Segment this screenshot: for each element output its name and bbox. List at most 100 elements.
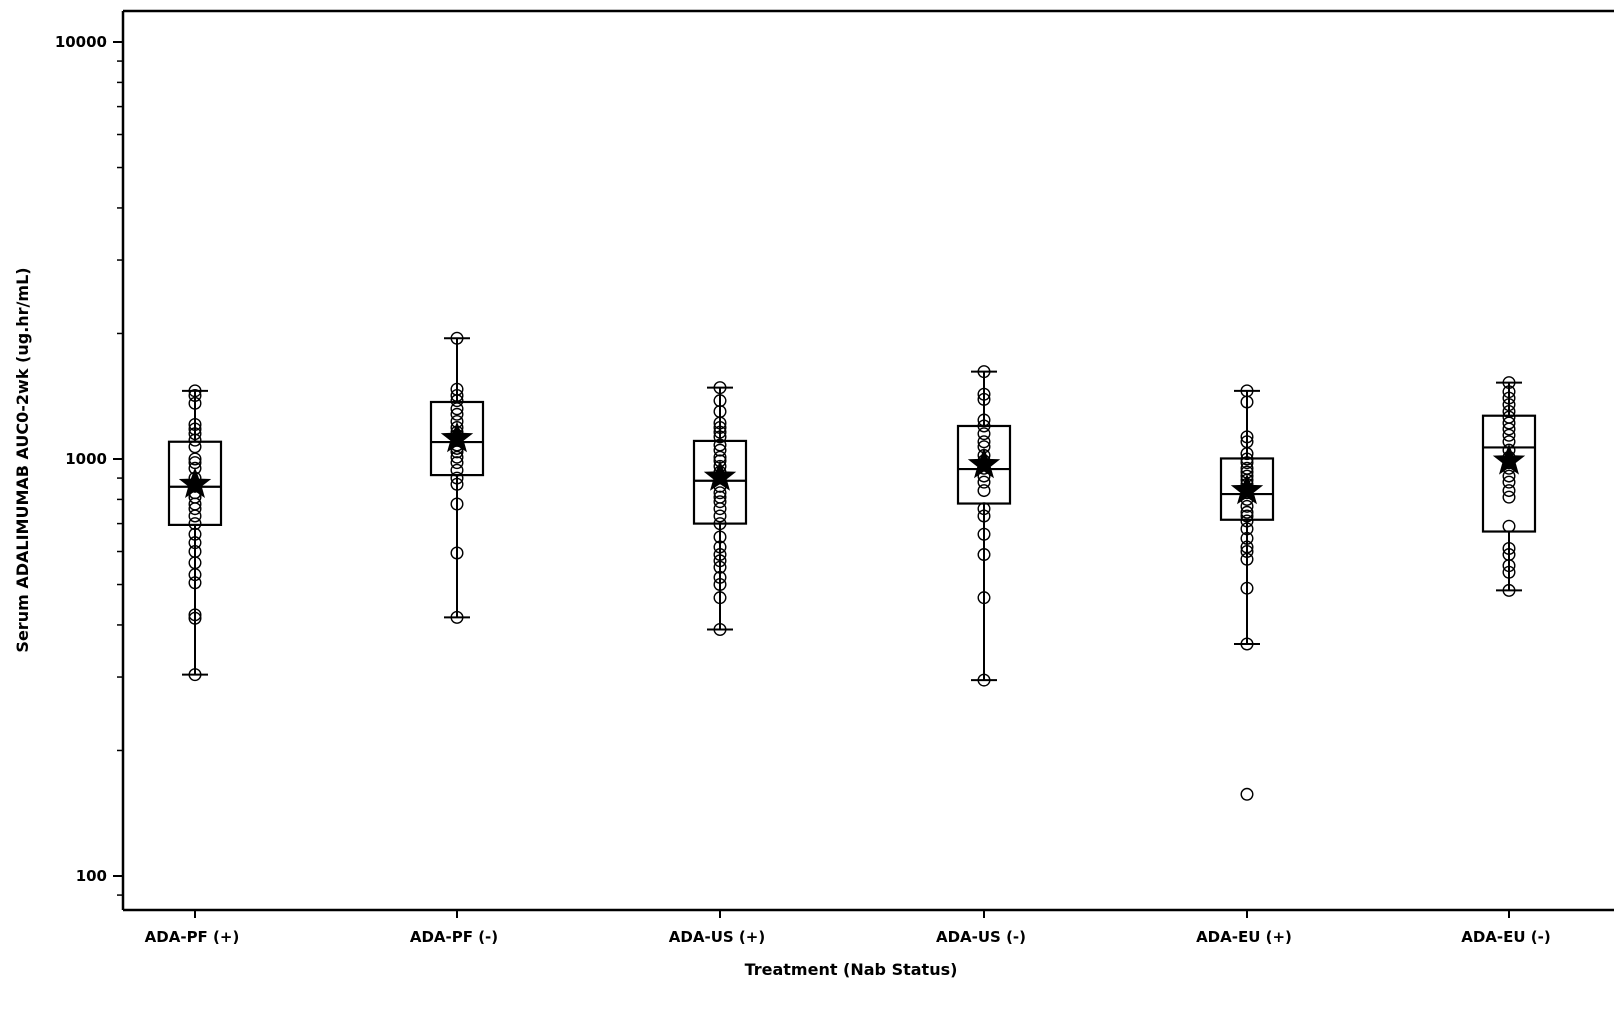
mean-star-marker xyxy=(967,447,1001,479)
data-point xyxy=(713,554,727,568)
mean-star-marker xyxy=(1492,443,1526,475)
x-tick-label: ADA-PF (-) xyxy=(410,928,498,946)
box-group xyxy=(1481,376,1537,597)
data-point xyxy=(188,422,202,436)
data-point xyxy=(1502,548,1516,562)
data-point xyxy=(713,420,727,434)
y-axis-title: Serum ADALIMUMAB AUC0-2wk (ug.hr/mL) xyxy=(13,267,32,652)
data-point xyxy=(1502,391,1516,405)
data-point xyxy=(1502,398,1516,412)
data-point xyxy=(977,475,991,489)
data-point xyxy=(1240,522,1254,536)
data-point xyxy=(977,509,991,523)
data-point xyxy=(1240,435,1254,449)
box-group xyxy=(429,331,485,624)
data-point xyxy=(977,427,991,441)
data-point xyxy=(188,517,202,531)
data-point xyxy=(1240,514,1254,528)
data-point xyxy=(450,471,464,485)
data-point xyxy=(713,495,727,509)
data-point xyxy=(713,394,727,408)
data-point xyxy=(450,388,464,402)
data-point xyxy=(713,425,727,439)
data-point xyxy=(977,413,991,427)
data-point xyxy=(188,427,202,441)
data-point xyxy=(713,443,727,457)
data-point xyxy=(713,430,727,444)
data-point xyxy=(450,402,464,416)
box-iqr xyxy=(167,440,223,526)
x-tick-label: ADA-US (-) xyxy=(936,928,1026,946)
data-point xyxy=(188,384,202,398)
data-point xyxy=(713,517,727,531)
data-point xyxy=(188,417,202,431)
data-point xyxy=(1240,545,1254,559)
data-point xyxy=(1502,490,1516,504)
data-point xyxy=(977,502,991,516)
mean-star-marker xyxy=(440,421,474,453)
x-tick-label: ADA-PF (+) xyxy=(145,928,240,946)
data-point xyxy=(1502,376,1516,390)
x-tick-label: ADA-US (+) xyxy=(669,928,765,946)
data-point xyxy=(1502,410,1516,424)
data-point xyxy=(977,365,991,379)
data-point xyxy=(977,673,991,687)
data-point xyxy=(1240,452,1254,466)
box-iqr xyxy=(1219,457,1275,521)
data-point xyxy=(977,419,991,433)
data-point xyxy=(450,407,464,421)
data-point xyxy=(1240,581,1254,595)
data-point xyxy=(713,530,727,544)
box-group xyxy=(692,381,748,637)
data-point xyxy=(1502,475,1516,489)
data-point xyxy=(1240,637,1254,651)
data-point xyxy=(1502,469,1516,483)
data-point xyxy=(1240,509,1254,523)
data-point xyxy=(1502,519,1516,533)
data-point xyxy=(713,548,727,562)
data-point xyxy=(1502,565,1516,579)
data-point xyxy=(188,490,202,504)
data-point xyxy=(1502,404,1516,418)
box-group xyxy=(167,384,223,682)
data-point xyxy=(188,396,202,410)
data-point xyxy=(450,546,464,560)
x-tick-label: ADA-EU (-) xyxy=(1461,928,1550,946)
data-point xyxy=(977,392,991,406)
data-point xyxy=(188,388,202,402)
mean-star-marker xyxy=(703,460,737,491)
data-point xyxy=(713,570,727,584)
data-point xyxy=(188,527,202,541)
data-point xyxy=(713,486,727,500)
y-tick-label: 100 xyxy=(76,867,107,885)
data-point xyxy=(977,591,991,605)
data-point xyxy=(1240,456,1254,470)
data-point xyxy=(450,477,464,491)
data-point xyxy=(713,404,727,418)
data-point xyxy=(1240,505,1254,519)
data-point xyxy=(1240,787,1254,801)
data-point xyxy=(1502,542,1516,556)
box-group xyxy=(956,365,1012,687)
data-point xyxy=(450,463,464,477)
data-point xyxy=(1502,484,1516,498)
data-point xyxy=(977,387,991,401)
box-group xyxy=(1219,384,1275,801)
data-point xyxy=(450,331,464,345)
data-point xyxy=(713,591,727,605)
data-point xyxy=(713,509,727,523)
data-point xyxy=(713,490,727,504)
data-point xyxy=(450,382,464,396)
data-point xyxy=(713,623,727,637)
x-axis-title: Treatment (Nab Status) xyxy=(745,960,958,979)
data-point xyxy=(713,578,727,592)
mean-star-marker xyxy=(178,467,212,498)
data-point xyxy=(1502,583,1516,597)
y-tick-label: 1000 xyxy=(65,450,107,468)
data-point xyxy=(450,456,464,470)
mean-star-marker xyxy=(1230,473,1264,505)
data-point xyxy=(450,497,464,511)
data-point xyxy=(1502,385,1516,399)
